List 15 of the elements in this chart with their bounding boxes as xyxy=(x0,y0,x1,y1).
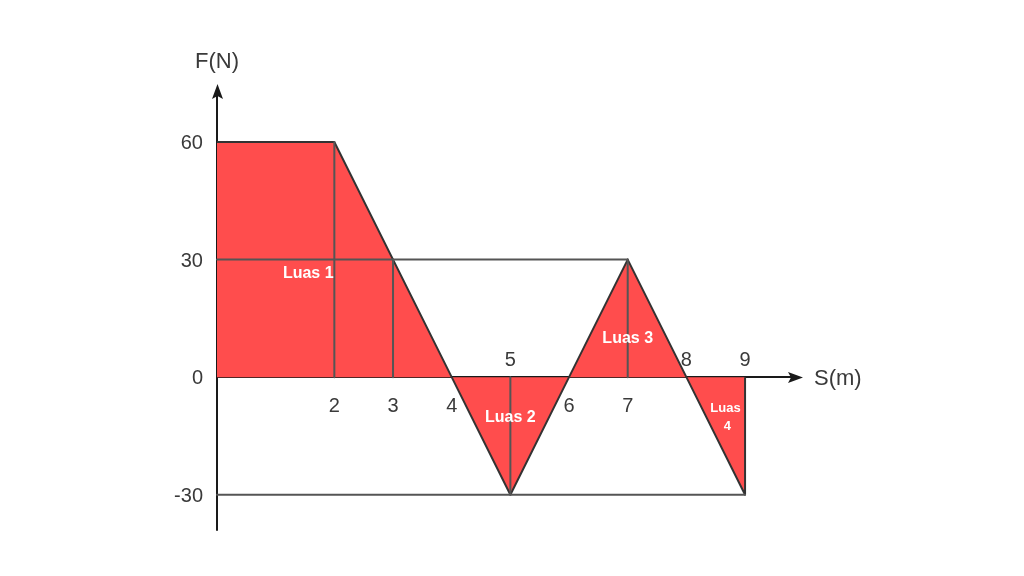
x2-tick-label: 8 xyxy=(680,348,692,371)
x-tick-label: 6 xyxy=(563,394,575,417)
y-axis-title: F(N) xyxy=(195,47,239,73)
y-tick-label: 0 xyxy=(191,366,203,389)
x-tick-label: 2 xyxy=(328,394,340,417)
x2-tick-label: 9 xyxy=(739,348,751,371)
y-tick-label: 60 xyxy=(180,131,203,154)
x-tick-label: 7 xyxy=(622,394,634,417)
annotation: Luas 4 xyxy=(710,399,741,433)
y-tick-label: 30 xyxy=(180,248,203,271)
x-tick-label: 4 xyxy=(446,394,458,417)
x-axis-title: S(m) xyxy=(814,364,862,390)
x2-tick-label: 5 xyxy=(504,348,516,371)
y-tick-label: -30 xyxy=(174,483,203,506)
x-tick-label: 3 xyxy=(387,394,399,417)
